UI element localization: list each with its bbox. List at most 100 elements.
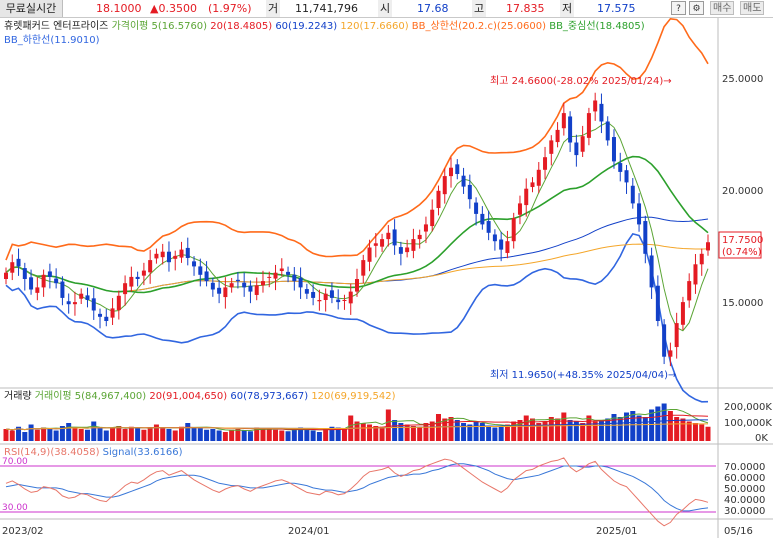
candle-body [392,229,397,246]
candle-body [179,249,184,258]
candle-body [549,140,554,154]
candle-body [505,241,510,253]
candle-body [248,285,253,292]
candle-body [141,270,146,276]
candle-body [361,260,366,276]
candle-body [355,279,359,292]
price-change: ▲0.3500 [150,2,197,15]
candle-body [380,239,385,247]
candle-body [342,300,347,301]
price-legend: 휴렛패커드 엔터프라이즈 가격이평 5(16.5760) 20(18.4805)… [4,19,645,32]
candle-body [279,268,284,272]
candle-body [148,260,153,273]
volume-bar [680,418,686,441]
volume-bar [448,417,454,441]
legend-item: 거래량 [4,390,32,402]
candle-body [687,281,692,301]
volume-bar [254,427,260,441]
volume-bar [304,429,310,441]
low-annotation: 최저 11.9650(+48.35% 2025/04/04)→ [490,369,676,381]
candle-body [173,255,178,259]
candle-body [185,247,190,258]
candle-body [60,281,65,298]
candle-body [79,293,84,299]
candle-body [260,281,265,286]
rsi-legend: RSI(14,9)(38.4058) Signal(33.6166) [4,447,183,458]
candle-body [204,271,209,282]
rsi-lines [5,457,709,527]
sell-button[interactable]: 매도 [740,1,765,15]
quote-bar: 무료실시간 18.1000 ▲0.3500 (1.97%) 거 11,741,7… [0,0,773,18]
candle-body [229,283,234,288]
rsi-tick: 70.0000 [724,462,765,473]
candle-body [655,285,660,321]
volume-bars [3,403,711,441]
candle-body [329,290,334,298]
candle-body [398,247,403,254]
volume-bar [266,428,272,441]
x-tick: 2025/01 [596,526,638,537]
bb-lower-line [5,232,709,403]
candle-body [555,129,560,143]
stock-chart[interactable]: 휴렛패커드 엔터프라이즈 가격이평 5(16.5760) 20(18.4805)… [0,18,773,538]
volume-bar [197,428,203,441]
realtime-label: 무료실시간 [0,0,63,17]
candle-body [373,243,378,246]
volume-axis: 200,000K 100,000K 0K [724,402,772,444]
legend-item: BB_상한선(20.2.c)(25.0600) [409,20,546,32]
volume-bar [210,429,216,441]
gear-icon[interactable]: ⚙ [689,1,704,15]
legend-item: 120(69,919,542) [308,391,395,402]
candle-body [135,276,140,279]
legend-item: 60(19.2243) [272,21,337,32]
volume-bar [429,421,435,441]
volume-bar [586,415,592,441]
candle-body [486,221,491,233]
volume-bar [53,430,59,441]
volume-bar [379,426,385,441]
candle-body [499,239,504,250]
volume-bar [279,430,285,441]
buy-button[interactable]: 매수 [710,1,735,15]
candle-body [10,262,15,273]
volume-bar [542,421,548,441]
volume-bar [103,430,109,441]
volume-bar [699,424,705,441]
volume-bar [573,421,579,441]
candle-body [624,170,629,183]
volume-bar [555,418,561,441]
volume-bar [204,429,210,441]
volume-bar [511,421,517,441]
candle-body [430,209,435,227]
candle-body [699,253,704,265]
candle-body [166,251,171,263]
volume-bar [285,431,291,441]
volume-ma120-line [5,423,708,431]
price-tick: 15.0000 [722,298,763,309]
candle-body [574,142,579,156]
volume-bar [260,429,266,441]
candle-body [405,247,410,253]
legend-item: RSI(14,9)(38.4058) [4,447,100,458]
volume-bar [72,427,78,441]
volume-bar [467,424,473,441]
candle-body [210,282,215,290]
current-price: 18.1000 [96,2,142,15]
help-icon[interactable]: ? [671,1,686,15]
candle-body [536,169,541,186]
volume-bar [160,428,166,441]
candle-body [292,274,297,282]
volume-bar [392,420,398,441]
candle-body [492,234,497,242]
candle-body [123,283,128,295]
candle-body [480,213,485,225]
candle-body [386,232,391,240]
volume-bar [479,423,485,441]
volume-bar [642,417,648,441]
volume-bar [323,428,329,441]
candle-body [336,299,341,303]
volume-bar [291,429,297,441]
legend-item: 휴렛패커드 엔터프라이즈 [4,20,108,32]
candle-body [580,136,585,152]
volume-bar [241,430,247,441]
